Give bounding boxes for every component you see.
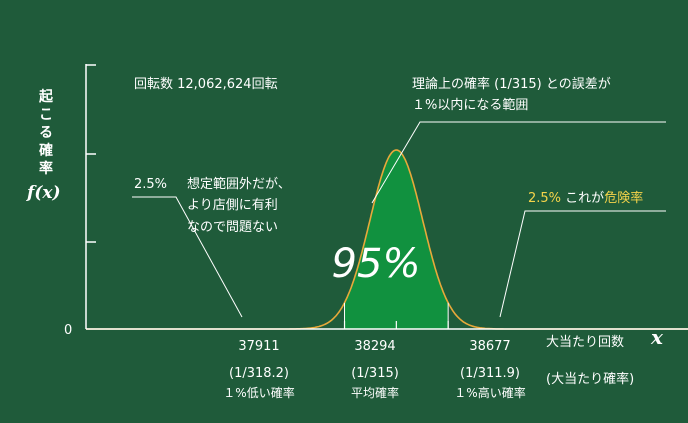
x-tick-description: １%高い確率 [454,386,526,400]
x-tick-label: 38294 [354,339,396,354]
right-tail-callout-line [499,210,666,318]
x-tick-description: 平均確率 [350,386,400,400]
x-axis-sublabel: (大当たり確率) [546,372,635,387]
left-tail-note-line2: より店側に有利 [187,198,278,213]
x-tick-label: 38677 [469,339,511,354]
y-axis-zero-label: 0 [64,323,73,338]
shaded-95-percent-area [344,150,449,329]
shaded-percent-label: 95% [331,241,421,287]
right-tail-percent: 2.5% [528,191,562,206]
right-tail-danger: 危険率 [604,191,644,206]
x-axis-variable: x [651,325,663,349]
left-tail-percent: 2.5% [134,177,168,192]
x-axis-ticks [343,302,449,329]
x-tick-description: １%低い確率 [223,386,295,400]
x-tick-probability: (1/311.9) [459,366,521,381]
left-tail-note-line3: なので問題ない [187,220,279,235]
y-axis-function-label: f(x) [27,183,61,203]
range-annotation-line2: １%以内になる範囲 [412,98,529,113]
right-tail-note: 2.5% これが危険率 [528,189,643,208]
spin-count-annotation: 回転数 12,062,624回転 [134,77,278,92]
x-tick-label: 37911 [238,339,280,354]
left-tail-callout-line [132,196,243,318]
x-tick-probability: (1/315) [351,366,399,381]
x-axis-label: 大当たり回数 [546,335,625,350]
left-tail-note-line1: 想定範囲外だが、 [187,177,291,192]
right-tail-text: これが [565,191,605,206]
y-axis-label: 起こる確率 [39,89,53,177]
range-annotation-line1: 理論上の確率 (1/315) との誤差が [412,77,611,92]
range-callout-line [371,121,666,204]
x-tick-probability: (1/318.2) [228,366,290,381]
